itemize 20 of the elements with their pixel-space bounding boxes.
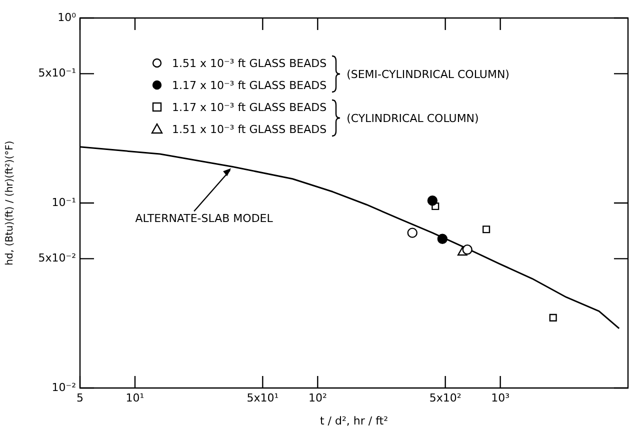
y-tick-label: 10⁻² <box>52 380 76 394</box>
legend-label: 1.51 x 10⁻³ ft GLASS BEADS <box>172 56 327 70</box>
legend-label: 1.17 x 10⁻³ ft GLASS BEADS <box>172 100 327 114</box>
legend-label: 1.17 x 10⁻³ ft GLASS BEADS <box>172 78 327 92</box>
legend-label: 1.51 x 10⁻³ ft GLASS BEADS <box>172 122 327 136</box>
x-tick-label: 5 <box>76 391 84 404</box>
y-tick-label: 10⁰ <box>58 10 77 24</box>
x-tick-label: 10¹ <box>126 391 144 404</box>
x-tick-label: 10³ <box>491 391 510 404</box>
y-axis-title: hd, (Btu)(ft) / (hr)(ft²)(°F) <box>4 140 16 266</box>
annotation: (SEMI-CYLINDRICAL COLUMN) <box>346 68 510 80</box>
x-axis-title: t / d², hr / ft² <box>320 414 388 428</box>
x-tick-label: 10² <box>308 391 327 404</box>
x-tick-label: 5x10¹ <box>246 391 279 404</box>
annotation: ALTERNATE-SLAB MODEL <box>135 212 274 226</box>
y-tick-label: 10⁻¹ <box>52 196 76 209</box>
y-tick-label: 5x10⁻¹ <box>38 66 76 80</box>
annotation: (CYLINDRICAL COLUMN) <box>346 112 479 124</box>
x-tick-label: 5x10² <box>429 391 462 404</box>
y-tick-label: 5x10⁻² <box>38 252 76 265</box>
